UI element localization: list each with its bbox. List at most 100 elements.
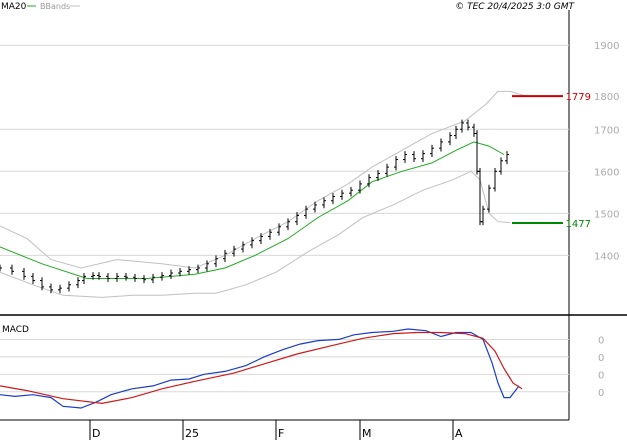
price-bar xyxy=(430,144,434,158)
price-bar xyxy=(0,264,2,272)
moving-average xyxy=(0,141,505,279)
signal-line xyxy=(0,331,523,405)
price-bar xyxy=(286,218,290,231)
price-bar xyxy=(385,163,389,177)
price-tick-label: 1400 xyxy=(594,251,619,262)
price-levels: 1779 1477 xyxy=(512,92,591,230)
price-bar xyxy=(349,186,353,197)
price-bar xyxy=(124,273,128,281)
resistance-level-label: 1779 xyxy=(566,92,591,103)
resistance-level: 1779 xyxy=(512,92,591,103)
price-bar xyxy=(82,273,86,284)
bbands-line xyxy=(0,170,511,298)
price-bar xyxy=(241,241,245,253)
price-bar xyxy=(304,205,308,219)
macd-line xyxy=(0,328,520,409)
price-bar xyxy=(169,269,173,279)
price-bar xyxy=(439,138,443,152)
price-bar xyxy=(67,281,71,292)
price-bar xyxy=(151,273,155,284)
price-bar xyxy=(475,130,479,175)
macd-tick-label: 0 xyxy=(598,335,604,346)
price-tick-label: 1600 xyxy=(594,167,619,178)
macd-tick-label: 0 xyxy=(598,353,604,364)
price-bar xyxy=(481,205,485,226)
price-bars xyxy=(0,119,509,294)
price-bar xyxy=(499,157,503,175)
price-bar xyxy=(412,151,416,163)
price-bar xyxy=(22,267,26,280)
price-bar xyxy=(268,228,272,240)
bollinger-bands xyxy=(0,90,526,298)
price-bar xyxy=(232,245,236,257)
x-tick-label: A xyxy=(455,427,463,440)
price-grid: 1400 1500 1600 1700 1800 1900 xyxy=(0,41,619,262)
price-bar xyxy=(187,266,191,275)
price-bar xyxy=(487,184,491,213)
price-bar xyxy=(313,201,317,213)
price-bar xyxy=(178,267,182,277)
ma20-line xyxy=(0,141,505,279)
price-tick-label: 1900 xyxy=(594,41,619,52)
x-axis: D 25 F M A xyxy=(89,420,463,440)
macd-title: MACD xyxy=(2,325,29,335)
price-bar xyxy=(196,264,200,274)
price-bar xyxy=(91,272,95,280)
macd-tick-label: 0 xyxy=(598,370,604,381)
x-tick-label: D xyxy=(92,427,100,440)
price-bar xyxy=(142,275,146,284)
price-bar xyxy=(97,272,101,280)
price-bar xyxy=(466,119,470,131)
price-bar xyxy=(493,167,497,192)
copyright-text: © TEC 20/4/2025 3:0 GMT xyxy=(455,2,575,12)
price-bar xyxy=(259,233,263,245)
price-bar xyxy=(505,151,509,165)
price-bar xyxy=(58,284,62,294)
x-tick-label: F xyxy=(278,427,284,440)
price-bar xyxy=(454,125,458,139)
price-bar xyxy=(376,170,380,181)
price-bar xyxy=(205,260,209,272)
macd-tick-label: 0 xyxy=(598,388,604,399)
bbands-line xyxy=(0,90,526,269)
ma-legend-label: MA20 xyxy=(1,2,27,12)
price-bar xyxy=(448,132,452,146)
price-tick-label: 1700 xyxy=(594,125,619,136)
price-bar xyxy=(322,197,326,209)
price-bar xyxy=(223,249,227,263)
price-bar xyxy=(394,156,398,171)
price-bar xyxy=(340,189,344,200)
x-tick-label: 25 xyxy=(185,427,199,440)
macd-lines xyxy=(0,328,523,409)
bbands-legend-label: BBands xyxy=(40,2,70,11)
support-level: 1477 xyxy=(512,219,591,230)
price-bar xyxy=(358,180,362,194)
price-bar xyxy=(160,272,164,281)
price-bar xyxy=(277,223,281,236)
price-bar xyxy=(106,273,110,282)
price-bar xyxy=(478,167,482,226)
price-bar xyxy=(403,151,407,163)
price-tick-label: 1500 xyxy=(594,209,619,220)
price-bar xyxy=(76,277,80,289)
support-level-label: 1477 xyxy=(566,219,591,230)
price-bar xyxy=(421,150,425,163)
price-bar xyxy=(367,174,371,188)
price-bar xyxy=(250,237,254,249)
price-bar xyxy=(115,273,119,282)
price-bar xyxy=(10,264,14,275)
price-bar xyxy=(133,273,137,282)
x-tick-label: M xyxy=(362,427,372,440)
macd-grid: 0 0 0 0 xyxy=(0,335,604,399)
header: MA20 BBands © TEC 20/4/2025 3:0 GMT xyxy=(1,2,576,12)
price-tick-label: 1800 xyxy=(594,92,619,103)
price-bar xyxy=(40,277,44,291)
price-bar xyxy=(331,193,335,205)
price-bar xyxy=(460,119,464,133)
price-bar xyxy=(49,283,53,294)
price-bar xyxy=(31,273,35,284)
price-bar xyxy=(214,255,218,268)
price-bar xyxy=(295,212,299,226)
